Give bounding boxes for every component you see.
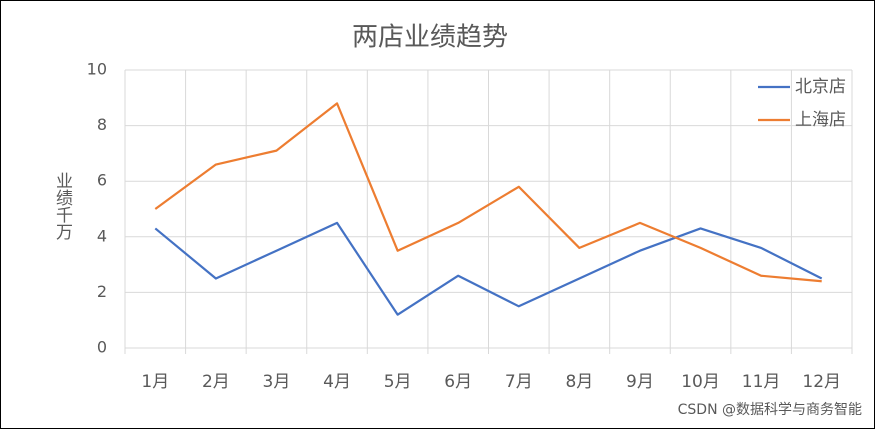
- y-tick-label: 10: [87, 60, 107, 79]
- x-tick-label: 7月: [505, 372, 533, 392]
- x-tick-label: 6月: [444, 372, 472, 392]
- watermark: CSDN @数据科学与商务智能: [678, 402, 862, 418]
- x-tick-label: 3月: [263, 372, 291, 392]
- x-tick-label: 2月: [202, 372, 230, 392]
- y-tick-label: 0: [97, 338, 107, 357]
- y-tick-label: 2: [97, 282, 107, 301]
- legend-label: 上海店: [795, 110, 846, 130]
- x-tick-label: 10月: [681, 372, 720, 392]
- y-tick-label: 8: [97, 115, 107, 134]
- legend-label: 北京店: [795, 77, 846, 97]
- x-tick-label: 1月: [141, 372, 169, 392]
- series-line: [154, 102, 822, 283]
- x-tick-label: 9月: [626, 372, 654, 392]
- x-tick-label: 12月: [802, 372, 841, 392]
- x-tick-label: 8月: [565, 372, 593, 392]
- x-tick-label: 11月: [742, 372, 781, 392]
- x-tick-label: 4月: [323, 372, 351, 392]
- y-axis-label: 业绩千万: [52, 172, 73, 240]
- chart-title: 两店业绩趋势: [352, 23, 508, 53]
- series-line: [154, 221, 823, 316]
- y-tick-label: 6: [97, 171, 107, 190]
- x-tick-label: 5月: [384, 372, 412, 392]
- y-tick-label: 4: [97, 226, 107, 245]
